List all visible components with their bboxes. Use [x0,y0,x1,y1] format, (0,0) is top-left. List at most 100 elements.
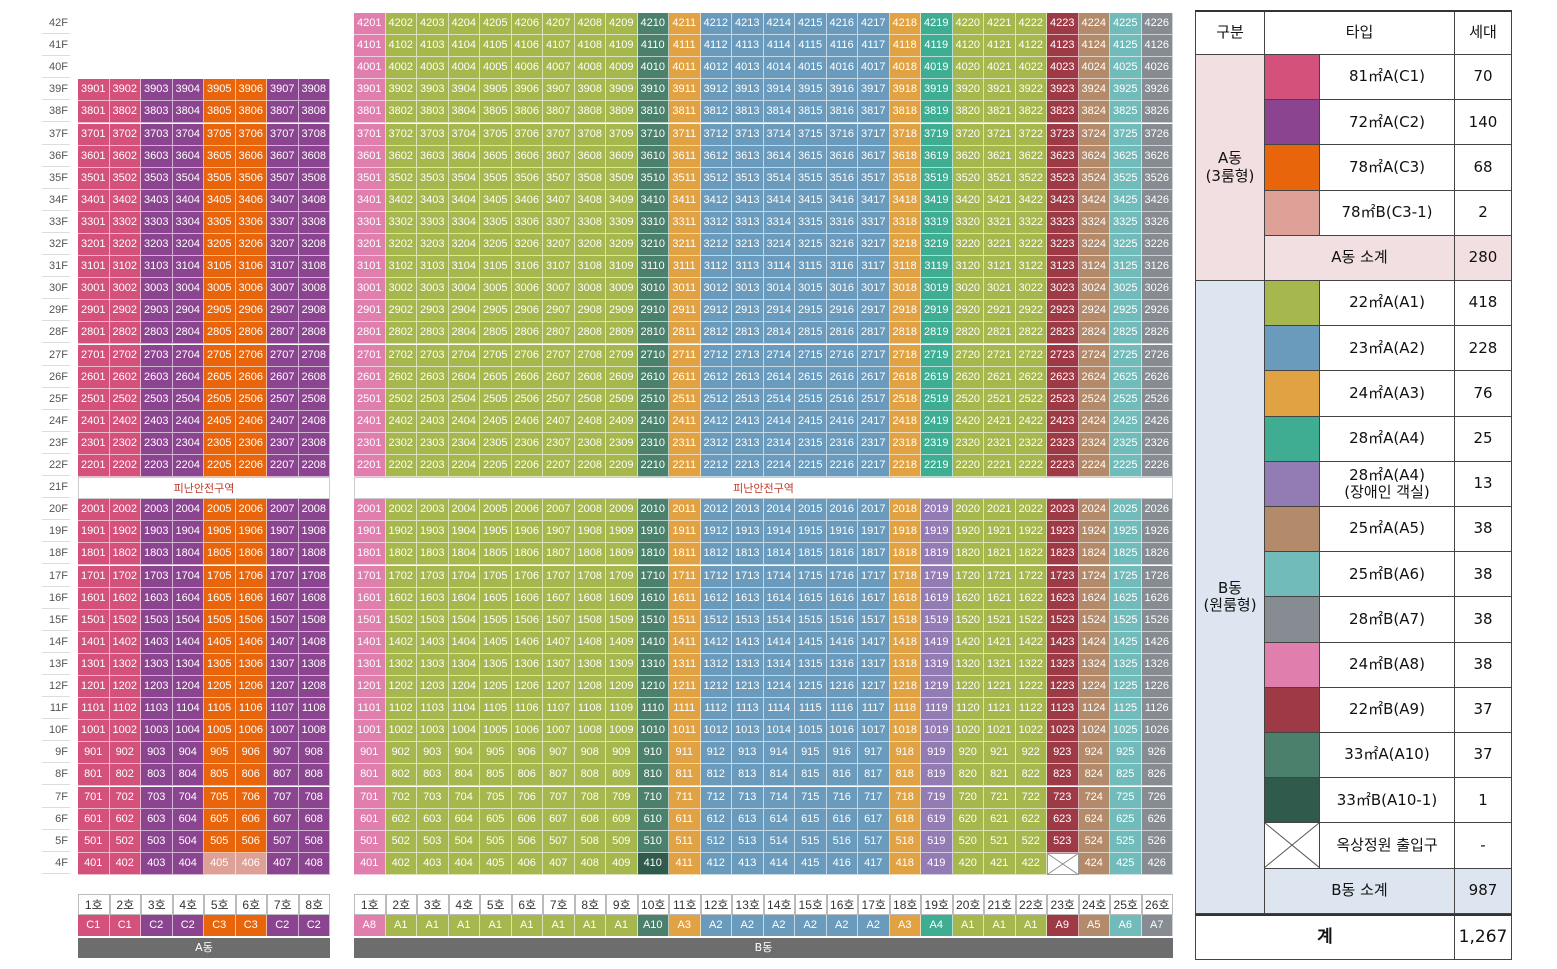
unit-cell: 3115 [795,256,827,279]
unit-cell: 3708 [574,123,606,146]
unit-cell: 2503 [141,388,173,411]
unit-cell: 2503 [417,388,449,411]
unit-cell: 3621 [984,145,1016,168]
unit-cell: 1302 [109,653,141,676]
unit-cell: 1609 [606,587,638,610]
unit-cell: 725 [1110,786,1142,809]
unit-cell: 2212 [700,455,732,477]
unit-cell: 3605 [204,145,236,168]
unit-cell: 2704 [172,344,204,367]
unit-cell: 2702 [385,344,417,367]
unit-cell: 1422 [1015,631,1047,654]
unit-cell: 3003 [417,278,449,301]
unit-cell: 1608 [298,587,330,610]
unit-cell: 3412 [700,189,732,212]
unit-cell: 2808 [298,322,330,345]
unit-cell: 710 [637,786,669,809]
unit-cell: 801 [354,764,386,787]
unit-cell: 4022 [1015,57,1047,80]
unit-number-label: 15호 [795,894,827,915]
unit-cell: 1814 [763,543,795,566]
unit-cell: 2701 [78,344,110,367]
unit-cell: 502 [385,830,417,853]
unit-cell: 1414 [763,631,795,654]
unit-cell: 3213 [732,234,764,256]
unit-cell: 1823 [1047,543,1079,566]
legend-color-swatch [1265,507,1320,553]
unit-cell: 3904 [172,79,204,102]
unit-cell: 3202 [385,234,417,256]
unit-cell: 2015 [795,499,827,522]
unit-cell: 708 [574,786,606,809]
unit-cell: 621 [984,808,1016,831]
unit-cell: 2522 [1015,388,1047,411]
unit-cell: 3610 [637,145,669,168]
unit-cell: 2023 [1047,499,1079,522]
unit-cell: 722 [1015,786,1047,809]
unit-cell: 2917 [858,300,890,323]
unit-cell: 724 [1078,786,1110,809]
unit-cell: 2610 [637,366,669,389]
unit-cell: 718 [889,786,921,809]
legend-count: 70 [1455,55,1512,101]
unit-cell: 1105 [204,698,236,721]
legend-type: 22㎡B(A9) [1320,687,1455,733]
unit-cell: 914 [763,742,795,765]
unit-cell: 1402 [385,631,417,654]
unit-number-label: 1호 [354,894,386,915]
unit-number-label: 2호 [109,894,141,915]
unit-cell: 3207 [267,234,299,256]
unit-cell: 2401 [354,410,386,433]
unit-cell: 3008 [298,278,330,301]
unit-cell: 2021 [984,499,1016,522]
unit-cell: 3807 [267,101,299,124]
unit-cell: 1420 [952,631,984,654]
unit-cell: 3719 [921,123,953,146]
unit-cell: 3320 [952,211,984,234]
unit-cell: 2805 [480,322,512,345]
unit-cell: 3801 [354,101,386,124]
unit-cell: 1110 [637,698,669,721]
unit-cell: 2821 [984,322,1016,345]
legend-type: 24㎡B(A8) [1320,642,1455,688]
unit-cell: 3503 [141,167,173,190]
unit-cell: 3017 [858,278,890,301]
unit-cell: 1803 [417,543,449,566]
unit-cell: 1806 [511,543,543,566]
unit-cell: 3019 [921,278,953,301]
unit-cell: 2925 [1110,300,1142,323]
floor-label: 21F [42,477,70,499]
unit-cell: 3625 [1110,145,1142,168]
floor-label: 11F [42,698,70,720]
unit-cell: 4020 [952,57,984,80]
unit-cell: 925 [1110,742,1142,765]
unit-cell: 1412 [700,631,732,654]
unit-cell: 1008 [298,720,330,743]
unit-cell: 2321 [984,432,1016,455]
unit-cell: 808 [298,764,330,787]
unit-cell: 704 [448,786,480,809]
unit-cell: 2409 [606,410,638,433]
unit-cell: 1023 [1047,720,1079,743]
unit-cell: 2904 [172,300,204,323]
unit-cell: 2224 [1078,455,1110,477]
unit-cell: 3015 [795,278,827,301]
unit-cell: 4218 [889,13,921,35]
unit-cell: 618 [889,808,921,831]
unit-cell: 1908 [574,521,606,544]
unit-cell: 2325 [1110,432,1142,455]
unit-cell: 604 [172,808,204,831]
unit-cell: 507 [543,830,575,853]
unit-type-label: A1 [952,915,984,936]
unit-cell: 1211 [669,676,701,698]
unit-cell: 3711 [669,123,701,146]
unit-cell: 4106 [511,35,543,58]
unit-cell: 3506 [235,167,267,190]
unit-cell: 1401 [78,631,110,654]
unit-cell: 726 [1141,786,1173,809]
unit-number-label: 16호 [826,894,858,915]
unit-number-label: 5호 [204,894,236,915]
unit-cell: 1707 [543,565,575,588]
unit-cell: 1005 [204,720,236,743]
unit-cell: 2913 [732,300,764,323]
